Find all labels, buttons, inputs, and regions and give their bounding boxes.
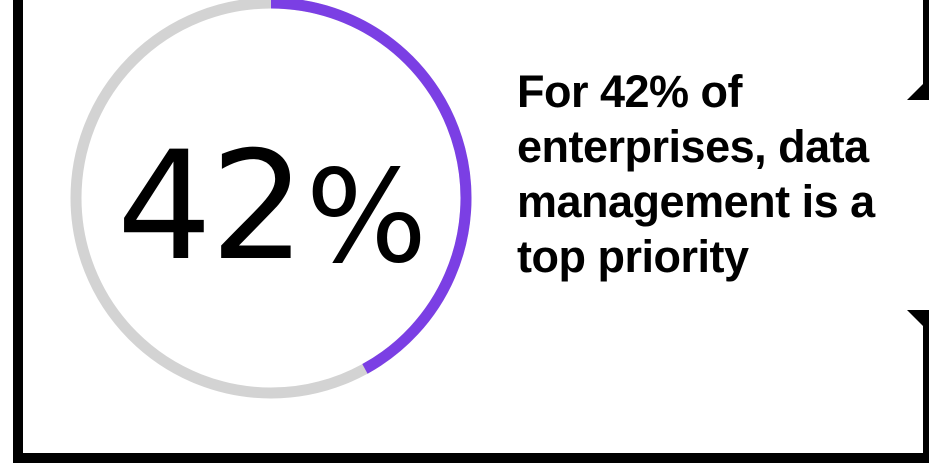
frame-notch-bottom	[907, 310, 923, 326]
headline-text: For 42% of enterprises, data management …	[517, 66, 875, 282]
progress-ring-chart	[70, 0, 472, 399]
ring-center-value: 42%	[117, 112, 427, 282]
frame-right-border-top	[923, 0, 929, 100]
frame-right-border-bottom	[923, 310, 929, 463]
value-number: 42	[116, 120, 306, 294]
frame-notch-top	[907, 84, 923, 100]
frame-bottom-border	[13, 453, 929, 463]
frame-left-border	[13, 0, 23, 463]
ring-value-arc	[270, 0, 472, 374]
value-unit: %	[305, 143, 428, 292]
